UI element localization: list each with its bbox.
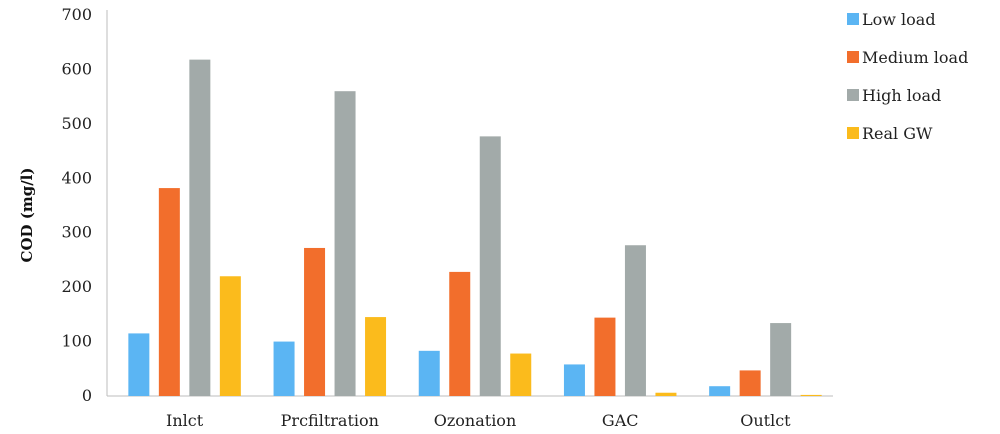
bar bbox=[770, 323, 792, 396]
legend-label: Low load bbox=[862, 10, 936, 29]
bar bbox=[739, 370, 761, 396]
bar bbox=[655, 392, 677, 396]
bars-group bbox=[128, 59, 822, 396]
bar bbox=[563, 364, 585, 396]
bar bbox=[594, 317, 616, 396]
y-tick-label: 300 bbox=[61, 223, 92, 242]
bar bbox=[800, 394, 822, 396]
bar bbox=[158, 188, 180, 396]
bar bbox=[365, 317, 387, 396]
bar bbox=[304, 247, 326, 396]
x-category-label: GAC bbox=[602, 411, 639, 430]
legend-swatch bbox=[847, 89, 859, 101]
bar bbox=[334, 91, 356, 396]
legend-swatch bbox=[847, 51, 859, 63]
bar bbox=[128, 333, 150, 396]
y-tick-label: 0 bbox=[82, 386, 92, 405]
bar bbox=[449, 271, 471, 396]
legend-label: Medium load bbox=[862, 48, 968, 67]
y-tick-label: 200 bbox=[61, 277, 92, 296]
bar bbox=[510, 353, 532, 396]
y-tick-label: 700 bbox=[61, 5, 92, 24]
bar bbox=[418, 350, 440, 396]
legend-label: High load bbox=[862, 86, 941, 105]
legend: Low load Medium load High load Real GW bbox=[847, 10, 968, 143]
legend-swatch bbox=[847, 127, 859, 139]
bar bbox=[709, 386, 731, 396]
legend-swatch bbox=[847, 13, 859, 25]
legend-label: Real GW bbox=[862, 124, 933, 143]
x-category-label: Outlct bbox=[740, 411, 791, 430]
bar bbox=[624, 245, 646, 396]
bar bbox=[219, 276, 241, 396]
y-tick-label: 400 bbox=[61, 168, 92, 187]
y-axis-label: COD (mg/l) bbox=[18, 168, 36, 263]
y-tick-label: 600 bbox=[61, 59, 92, 78]
x-category-label: Ozonation bbox=[434, 411, 517, 430]
bar bbox=[479, 136, 501, 396]
y-tick-label: 100 bbox=[61, 332, 92, 351]
bar bbox=[273, 341, 295, 396]
x-category-label: Inlct bbox=[166, 411, 204, 430]
x-category-label: Prcfiltration bbox=[281, 411, 379, 430]
y-tick-label: 500 bbox=[61, 114, 92, 133]
bar bbox=[189, 59, 211, 396]
y-axis-ticks: 0 100 200 300 400 500 600 700 bbox=[61, 5, 92, 405]
x-axis-categories: Inlct Prcfiltration Ozonation GAC Outlct bbox=[166, 411, 791, 430]
